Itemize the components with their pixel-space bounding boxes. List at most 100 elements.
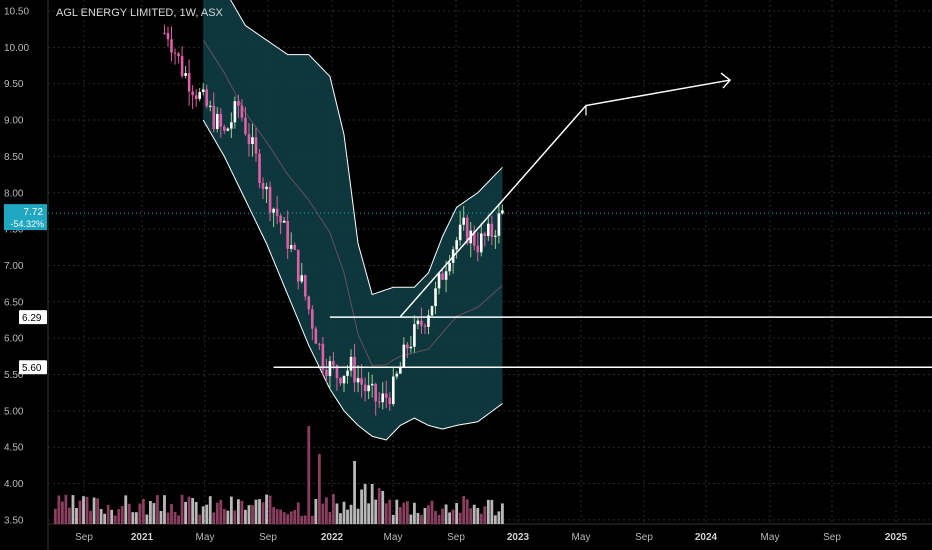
volume-bar [61,501,64,524]
volume-bar [469,508,473,524]
x-tick-label: Sep [75,532,93,543]
x-tick-label: 2023 [507,532,530,543]
y-tick-label: 4.00 [4,479,24,490]
y-tick-label: 10.50 [4,7,29,18]
candle-body [318,343,321,345]
volume-bar [184,501,187,524]
volume-bar [152,503,156,524]
volume-bar [486,499,490,524]
x-tick-label: May [196,532,215,543]
volume-bar [458,512,462,524]
volume-bar [310,515,314,524]
volume-bar [493,515,497,524]
candle-body [339,378,342,384]
candle-body [494,235,497,237]
x-tick-label: May [572,532,591,543]
volume-bar [261,502,265,524]
candle-body [184,73,187,76]
candle-body [170,39,173,53]
volume-bar [275,509,279,524]
candle-body [465,217,469,244]
candle-body [409,346,413,349]
volume-bar [53,508,57,524]
candle-body [223,126,226,131]
y-tick-label: 3.50 [4,515,24,526]
candle-body [479,233,483,253]
volume-bar [314,498,318,524]
volume-bar [339,513,342,524]
volume-bar [367,503,371,524]
level-label: 5.60 [22,363,42,374]
level-label: 6.29 [22,313,42,324]
volume-bar [384,503,388,524]
candle-body [198,92,201,99]
volume-bar [177,515,180,524]
volume-bar [212,512,216,524]
volume-bar [402,502,406,524]
volume-bar [296,502,300,524]
volume-bar [201,506,205,524]
candle-body [399,366,402,374]
volume-bar [370,483,374,524]
volume-bar [99,509,103,524]
volume-bar [141,498,145,524]
candle-body [462,217,465,225]
volume-bar [57,495,61,524]
candle-body [230,122,233,129]
volume-bar [180,494,184,524]
candle-body [177,53,180,57]
volume-bar [89,510,92,524]
volume-bar [391,514,395,524]
candle-body [325,369,328,377]
level-label-box [19,310,47,325]
candle-body [374,383,377,402]
candle-body [321,344,325,370]
volume-bar [138,503,142,524]
volume-bar [360,489,363,524]
volume-bar [247,505,251,524]
candle-body [205,89,209,107]
volume-bar [166,512,170,524]
candle-body [307,296,311,310]
volume-bar [258,499,261,524]
volume-bar [187,496,191,524]
price-tag-change: -54.32% [10,219,44,229]
candle-body [208,105,212,107]
x-tick-label: May [761,532,780,543]
volume-bar [483,506,487,524]
candle-body [444,271,448,280]
volume-bar [134,512,138,524]
x-tick-label: Sep [259,532,277,543]
candle-body [215,113,219,129]
arrowhead [720,72,732,89]
candle-body [391,376,395,405]
volume-bar [353,461,356,524]
volume-bar [78,500,82,524]
volume-bar [219,499,223,524]
volume-bar [71,495,75,524]
volume-bar [222,508,226,524]
candle-body [430,306,434,316]
candle-body [406,344,409,349]
volume-bar [124,495,128,524]
volume-bar [321,503,325,524]
volume-bar [103,513,107,524]
volume-bar [265,494,268,524]
volume-bar [444,504,448,524]
candle-body [282,220,286,223]
candle-body [487,223,490,237]
y-tick-label: 10.00 [4,43,29,54]
y-tick-label: 8.50 [4,152,24,163]
symbol-title: AGL ENERGY LIMITED, 1W, ASX [56,7,223,19]
x-tick-label: 2022 [321,532,344,543]
candle-body [356,378,360,383]
candle-body [212,105,216,129]
volume-bar [325,497,328,524]
candle-body [279,215,282,223]
y-tick-label: 7.00 [4,261,24,272]
volume-bar [117,509,121,524]
volume-bar [448,512,451,524]
candle-body [342,375,346,384]
volume-bar [303,515,307,524]
bollinger-band-fill [203,0,503,440]
